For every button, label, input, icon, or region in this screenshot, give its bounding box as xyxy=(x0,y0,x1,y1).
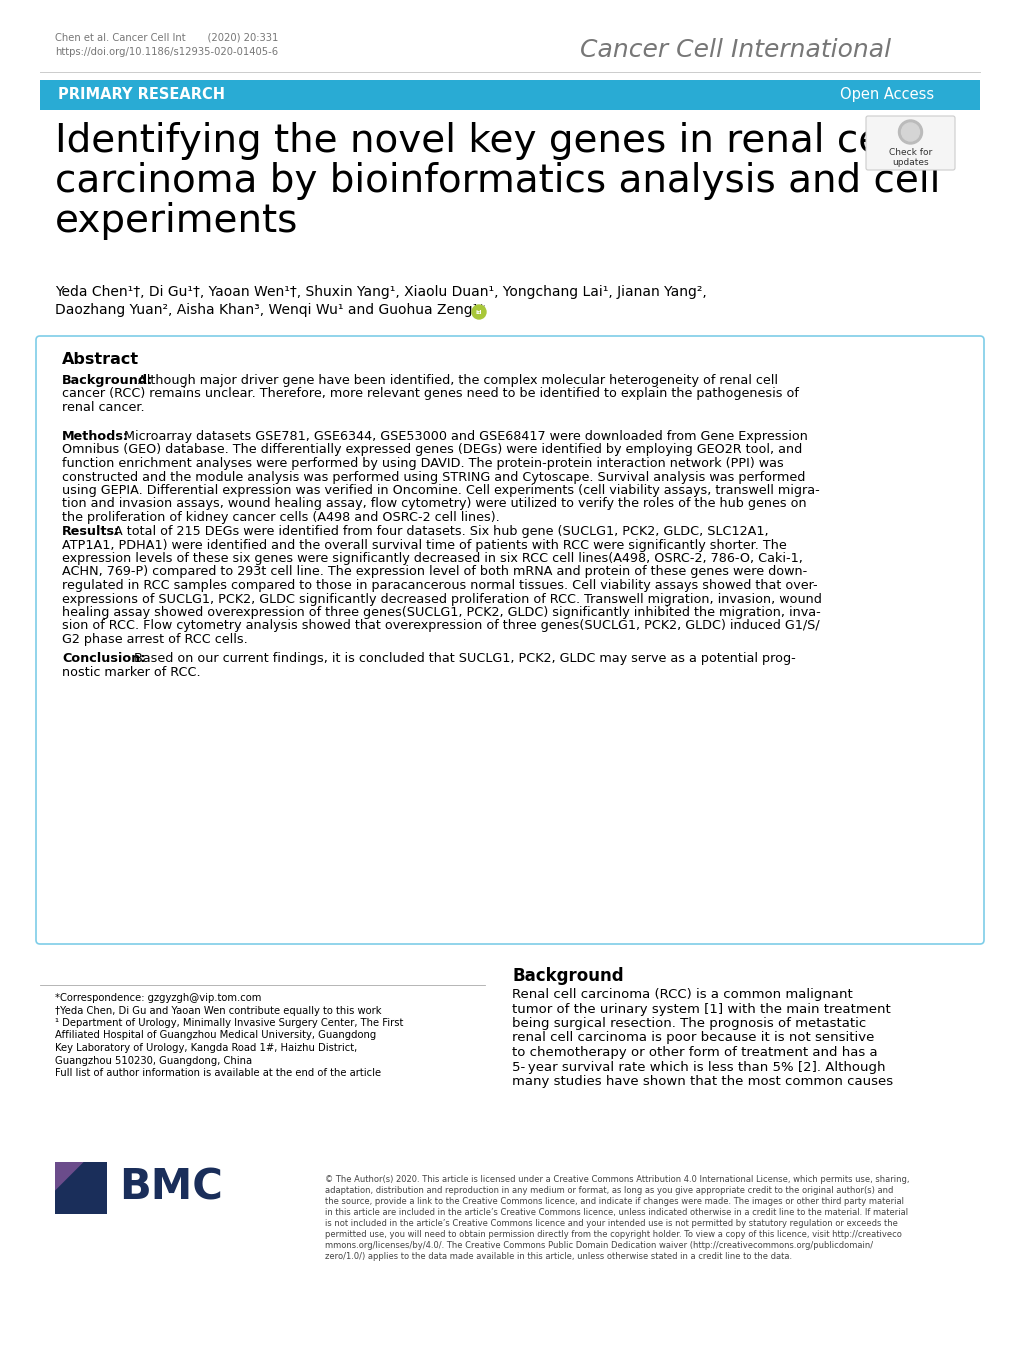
Text: Daozhang Yuan², Aisha Khan³, Wenqi Wu¹ and Guohua Zeng¹*: Daozhang Yuan², Aisha Khan³, Wenqi Wu¹ a… xyxy=(55,304,485,317)
Circle shape xyxy=(472,305,485,318)
Polygon shape xyxy=(55,1163,84,1191)
Text: regulated in RCC samples compared to those in paracancerous normal tissues. Cell: regulated in RCC samples compared to tho… xyxy=(62,579,817,592)
Text: expressions of SUCLG1, PCK2, GLDC significantly decreased proliferation of RCC. : expressions of SUCLG1, PCK2, GLDC signif… xyxy=(62,592,821,606)
Text: *Correspondence: gzgyzgh@vip.tom.com: *Correspondence: gzgyzgh@vip.tom.com xyxy=(55,993,261,1003)
Text: in this article are included in the article’s Creative Commons licence, unless i: in this article are included in the arti… xyxy=(325,1209,907,1217)
Text: Cancer Cell International: Cancer Cell International xyxy=(580,38,891,62)
Text: Background: Background xyxy=(512,967,623,985)
Text: Check for: Check for xyxy=(888,148,931,157)
FancyBboxPatch shape xyxy=(36,336,983,944)
Text: tumor of the urinary system [1] with the main treatment: tumor of the urinary system [1] with the… xyxy=(512,1003,890,1015)
Text: Full list of author information is available at the end of the article: Full list of author information is avail… xyxy=(55,1068,381,1079)
Text: Key Laboratory of Urology, Kangda Road 1#, Haizhu District,: Key Laboratory of Urology, Kangda Road 1… xyxy=(55,1043,357,1053)
Text: carcinoma by bioinformatics analysis and cell: carcinoma by bioinformatics analysis and… xyxy=(55,163,940,201)
Text: Omnibus (GEO) database. The differentially expressed genes (DEGs) were identifie: Omnibus (GEO) database. The differential… xyxy=(62,443,802,457)
Text: function enrichment analyses were performed by using DAVID. The protein-protein : function enrichment analyses were perfor… xyxy=(62,457,783,470)
Text: BMC: BMC xyxy=(119,1167,223,1209)
Text: updates: updates xyxy=(892,159,928,167)
Text: mmons.org/licenses/by/4.0/. The Creative Commons Public Domain Dedication waiver: mmons.org/licenses/by/4.0/. The Creative… xyxy=(325,1241,872,1251)
Text: ¹ Department of Urology, Minimally Invasive Surgery Center, The First: ¹ Department of Urology, Minimally Invas… xyxy=(55,1018,403,1028)
Text: Conclusion:: Conclusion: xyxy=(62,652,146,665)
Text: Renal cell carcinoma (RCC) is a common malignant: Renal cell carcinoma (RCC) is a common m… xyxy=(512,988,852,1001)
FancyBboxPatch shape xyxy=(55,1163,107,1214)
Text: https://doi.org/10.1186/s12935-020-01405-6: https://doi.org/10.1186/s12935-020-01405… xyxy=(55,47,278,57)
Text: the proliferation of kidney cancer cells (A498 and OSRC-2 cell lines).: the proliferation of kidney cancer cells… xyxy=(62,511,499,524)
Text: adaptation, distribution and reproduction in any medium or format, as long as yo: adaptation, distribution and reproductio… xyxy=(325,1186,893,1195)
Text: using GEPIA. Differential expression was verified in Oncomine. Cell experiments : using GEPIA. Differential expression was… xyxy=(62,484,819,497)
Text: Abstract: Abstract xyxy=(62,352,139,367)
Text: 5- year survival rate which is less than 5% [2]. Although: 5- year survival rate which is less than… xyxy=(512,1061,884,1073)
Text: Chen et al. Cancer Cell Int       (2020) 20:331: Chen et al. Cancer Cell Int (2020) 20:33… xyxy=(55,33,278,42)
Circle shape xyxy=(901,123,918,141)
Circle shape xyxy=(898,121,921,144)
Text: Background:: Background: xyxy=(62,374,153,388)
Text: to chemotherapy or other form of treatment and has a: to chemotherapy or other form of treatme… xyxy=(512,1046,876,1060)
Text: cancer (RCC) remains unclear. Therefore, more relevant genes need to be identifi: cancer (RCC) remains unclear. Therefore,… xyxy=(62,388,798,401)
Text: Yeda Chen¹†, Di Gu¹†, Yaoan Wen¹†, Shuxin Yang¹, Xiaolu Duan¹, Yongchang Lai¹, J: Yeda Chen¹†, Di Gu¹†, Yaoan Wen¹†, Shuxi… xyxy=(55,285,706,299)
Text: Microarray datasets GSE781, GSE6344, GSE53000 and GSE68417 were downloaded from : Microarray datasets GSE781, GSE6344, GSE… xyxy=(120,430,807,443)
Text: Open Access: Open Access xyxy=(840,87,933,102)
Text: many studies have shown that the most common causes: many studies have shown that the most co… xyxy=(512,1075,893,1088)
Text: is not included in the article’s Creative Commons licence and your intended use : is not included in the article’s Creativ… xyxy=(325,1220,897,1228)
Text: being surgical resection. The prognosis of metastatic: being surgical resection. The prognosis … xyxy=(512,1018,865,1030)
Text: zero/1.0/) applies to the data made available in this article, unless otherwise : zero/1.0/) applies to the data made avai… xyxy=(325,1252,792,1262)
Text: experiments: experiments xyxy=(55,202,299,240)
Text: Results:: Results: xyxy=(62,524,120,538)
Text: sion of RCC. Flow cytometry analysis showed that overexpression of three genes(S: sion of RCC. Flow cytometry analysis sho… xyxy=(62,619,819,633)
Text: Identifying the novel key genes in renal cell: Identifying the novel key genes in renal… xyxy=(55,122,903,160)
Text: Based on our current findings, it is concluded that SUCLG1, PCK2, GLDC may serve: Based on our current findings, it is con… xyxy=(129,652,795,665)
Text: nostic marker of RCC.: nostic marker of RCC. xyxy=(62,665,201,679)
Text: permitted use, you will need to obtain permission directly from the copyright ho: permitted use, you will need to obtain p… xyxy=(325,1230,901,1238)
Text: A total of 215 DEGs were identified from four datasets. Six hub gene (SUCLG1, PC: A total of 215 DEGs were identified from… xyxy=(110,524,768,538)
Text: tion and invasion assays, wound healing assay, flow cytometry) were utilized to : tion and invasion assays, wound healing … xyxy=(62,497,806,511)
Text: id: id xyxy=(475,309,482,314)
Text: © The Author(s) 2020. This article is licensed under a Creative Commons Attribut: © The Author(s) 2020. This article is li… xyxy=(325,1175,909,1184)
Text: Methods:: Methods: xyxy=(62,430,128,443)
Text: renal cancer.: renal cancer. xyxy=(62,401,145,415)
Text: Guangzhou 510230, Guangdong, China: Guangzhou 510230, Guangdong, China xyxy=(55,1056,252,1065)
Text: the source, provide a link to the Creative Commons licence, and indicate if chan: the source, provide a link to the Creati… xyxy=(325,1196,903,1206)
Text: expression levels of these six genes were significantly decreased in six RCC cel: expression levels of these six genes wer… xyxy=(62,551,802,565)
Text: ATP1A1, PDHA1) were identified and the overall survival time of patients with RC: ATP1A1, PDHA1) were identified and the o… xyxy=(62,538,786,551)
Text: Although major driver gene have been identified, the complex molecular heterogen: Although major driver gene have been ide… xyxy=(133,374,777,388)
Text: Affiliated Hospital of Guangzhou Medical University, Guangdong: Affiliated Hospital of Guangzhou Medical… xyxy=(55,1031,376,1041)
Text: renal cell carcinoma is poor because it is not sensitive: renal cell carcinoma is poor because it … xyxy=(512,1031,873,1045)
FancyBboxPatch shape xyxy=(865,117,954,169)
Text: G2 phase arrest of RCC cells.: G2 phase arrest of RCC cells. xyxy=(62,633,248,646)
Text: healing assay showed overexpression of three genes(SUCLG1, PCK2, GLDC) significa: healing assay showed overexpression of t… xyxy=(62,606,820,619)
FancyBboxPatch shape xyxy=(40,80,979,110)
Text: PRIMARY RESEARCH: PRIMARY RESEARCH xyxy=(58,87,225,102)
Text: ACHN, 769-P) compared to 293t cell line. The expression level of both mRNA and p: ACHN, 769-P) compared to 293t cell line.… xyxy=(62,565,806,579)
Text: constructed and the module analysis was performed using STRING and Cytoscape. Su: constructed and the module analysis was … xyxy=(62,470,805,484)
Text: †Yeda Chen, Di Gu and Yaoan Wen contribute equally to this work: †Yeda Chen, Di Gu and Yaoan Wen contribu… xyxy=(55,1005,381,1015)
